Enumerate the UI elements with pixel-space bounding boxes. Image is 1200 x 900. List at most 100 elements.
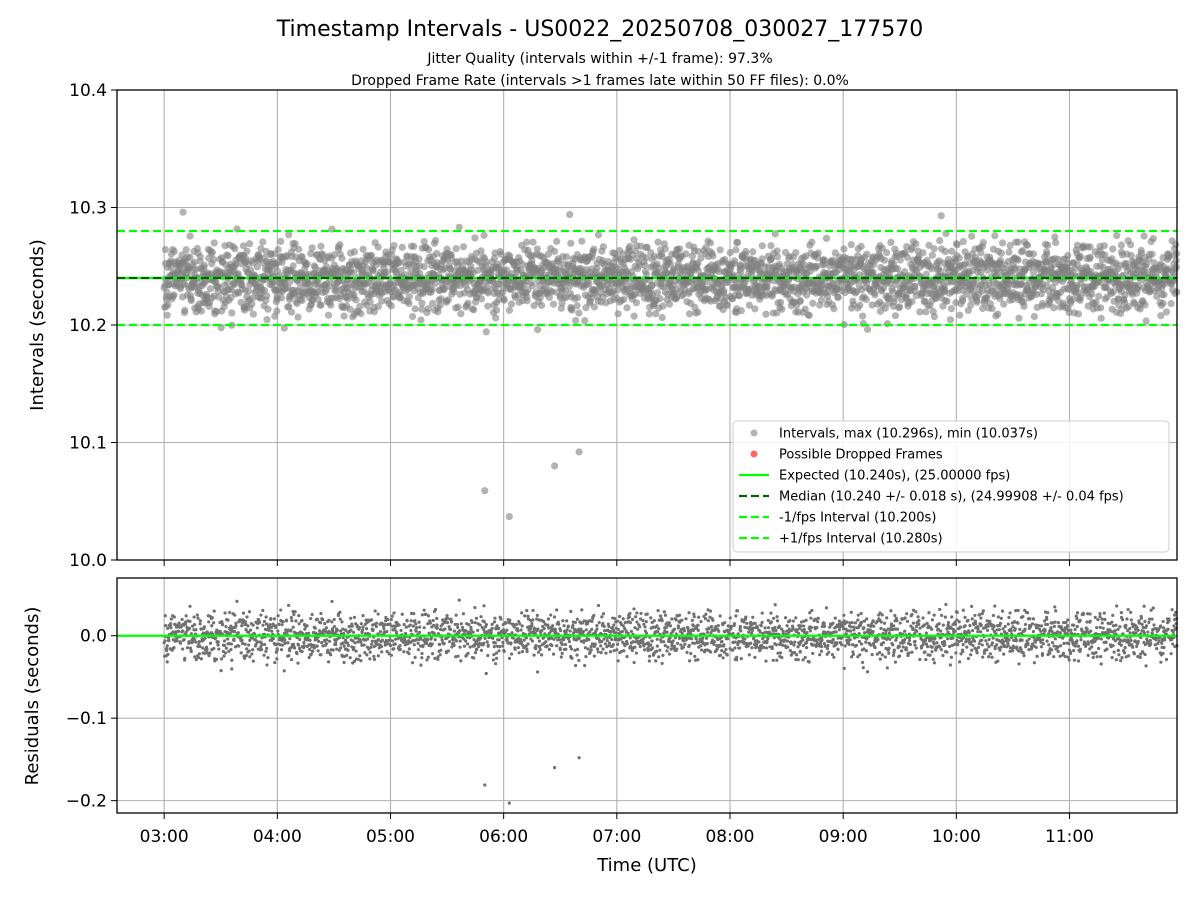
interval-point — [298, 296, 306, 305]
interval-point — [805, 311, 813, 320]
intervals-scatter — [160, 208, 1181, 521]
interval-point — [941, 247, 949, 256]
interval-point — [390, 241, 398, 250]
interval-point — [200, 261, 208, 269]
residual-point — [445, 621, 450, 625]
residual-point — [341, 641, 345, 645]
residual-point — [497, 626, 501, 630]
interval-point — [1141, 301, 1149, 309]
residual-point — [535, 613, 539, 617]
residual-point — [493, 641, 497, 645]
interval-point — [880, 256, 889, 264]
residual-point — [418, 630, 422, 634]
residual-point — [309, 616, 313, 621]
residual-point — [569, 647, 574, 651]
residual-point — [192, 623, 197, 627]
residual-point — [595, 627, 599, 631]
residual-point — [665, 630, 669, 634]
interval-point — [599, 243, 608, 251]
residual-point — [662, 610, 666, 614]
residual-point — [509, 652, 514, 656]
residual-point — [197, 639, 201, 644]
residual-point — [610, 637, 614, 642]
residual-point — [718, 653, 723, 657]
residual-point — [435, 616, 439, 621]
residual-point — [373, 609, 377, 613]
residual-point — [697, 615, 701, 619]
interval-point — [620, 295, 628, 304]
interval-point — [431, 237, 440, 245]
residual-point — [332, 617, 336, 622]
residual-point — [240, 641, 245, 645]
y-tick-label: 10.1 — [69, 434, 107, 454]
interval-point — [654, 238, 662, 246]
interval-point — [871, 291, 879, 299]
residual-point — [633, 645, 637, 649]
interval-point — [444, 296, 452, 304]
residual-point — [705, 641, 709, 646]
interval-point — [862, 295, 870, 304]
residual-point — [211, 621, 216, 625]
interval-point — [575, 309, 583, 317]
residual-point — [243, 656, 247, 660]
residual-point — [711, 618, 715, 622]
residual-point — [676, 624, 680, 628]
interval-point — [723, 301, 731, 310]
interval-point — [675, 245, 684, 253]
interval-point — [891, 312, 900, 320]
interval-point — [464, 299, 472, 307]
interval-point — [1113, 231, 1121, 240]
legend-marker-dropped — [750, 450, 758, 458]
residual-point — [327, 639, 332, 643]
residual-point — [696, 623, 700, 627]
interval-point — [245, 240, 254, 248]
residual-point — [643, 625, 647, 629]
residual-point — [247, 610, 252, 614]
residual-point — [207, 620, 211, 624]
interval-point — [732, 246, 740, 254]
residual-point — [561, 619, 565, 623]
residual-point — [639, 611, 643, 615]
residual-point — [629, 629, 633, 633]
residual-point — [547, 647, 551, 651]
interval-point — [988, 305, 996, 313]
residual-point — [282, 669, 286, 673]
interval-point — [263, 292, 271, 300]
residual-point — [499, 617, 503, 621]
residual-point — [261, 608, 265, 613]
residual-point — [452, 643, 456, 647]
interval-point — [415, 255, 423, 263]
residual-point — [421, 643, 425, 648]
residual-point — [321, 617, 325, 622]
interval-point — [287, 308, 296, 316]
residual-point — [248, 655, 252, 659]
interval-point — [773, 253, 782, 261]
interval-point — [523, 297, 531, 305]
residual-point — [233, 629, 237, 634]
residual-point — [474, 616, 479, 620]
interval-point — [777, 298, 785, 307]
residual-point — [644, 620, 648, 624]
interval-point — [922, 270, 930, 278]
residual-point — [398, 647, 402, 651]
residual-point — [203, 651, 207, 655]
residual-point — [419, 663, 423, 667]
residual-point — [219, 657, 224, 661]
residual-point — [183, 656, 187, 660]
residual-point — [338, 610, 342, 614]
residual-point — [237, 644, 241, 648]
residual-point — [279, 648, 284, 652]
residual-point — [459, 622, 463, 626]
interval-point — [994, 310, 1002, 318]
residual-point — [483, 636, 487, 640]
residual-point — [650, 639, 654, 643]
residual-point — [645, 612, 649, 616]
interval-point — [1000, 300, 1008, 308]
interval-point — [234, 270, 242, 278]
residual-point — [297, 622, 301, 626]
residual-point — [240, 624, 244, 628]
residual-point — [257, 621, 262, 625]
residual-point — [536, 650, 541, 654]
interval-point — [405, 293, 413, 301]
